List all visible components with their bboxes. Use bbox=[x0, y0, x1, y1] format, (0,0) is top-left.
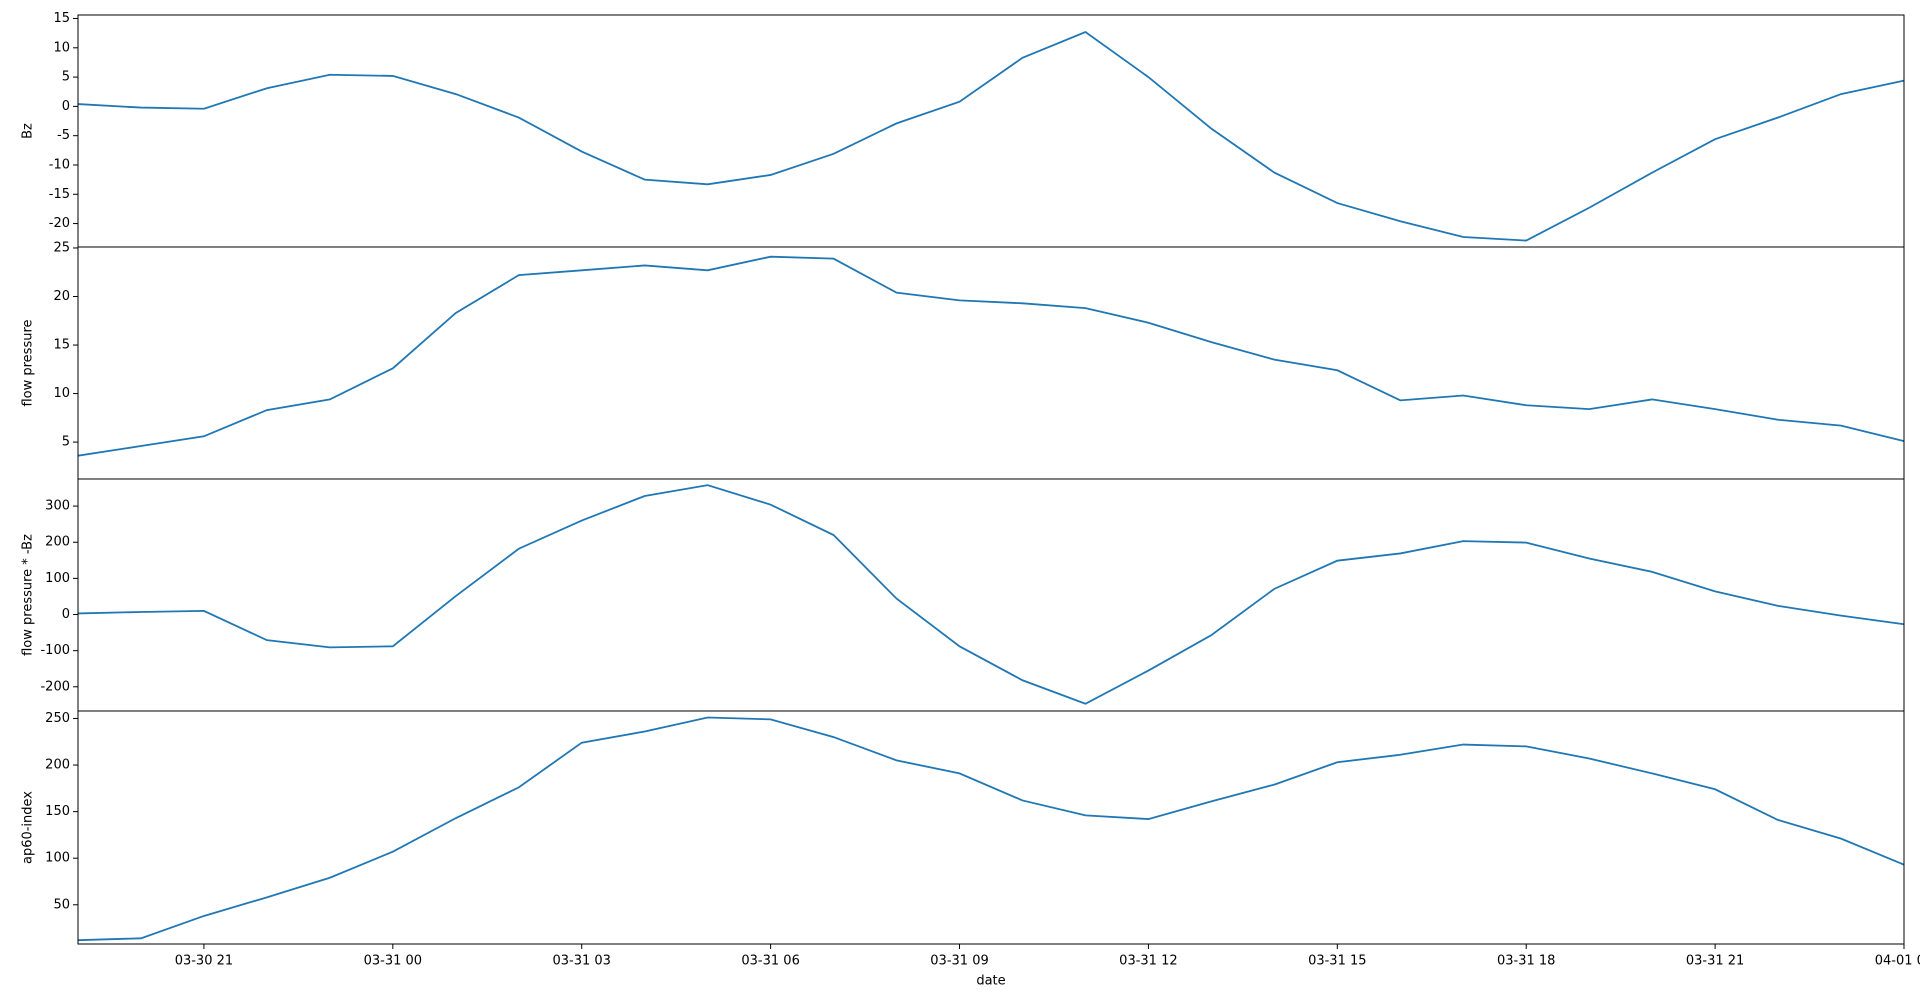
y-tick-label: 25 bbox=[53, 240, 70, 255]
x-tick-label: 04-01 00 bbox=[1875, 954, 1920, 969]
y-tick-label: -20 bbox=[49, 216, 70, 231]
y-tick-label: 20 bbox=[53, 289, 70, 304]
x-tick-label: 03-31 12 bbox=[1119, 954, 1177, 969]
x-tick-label: 03-30 21 bbox=[175, 954, 233, 969]
y-tick-label: 10 bbox=[53, 386, 70, 401]
data-line bbox=[77, 30, 1905, 242]
y-tick-label: 250 bbox=[45, 711, 70, 726]
y-tick-label: 0 bbox=[62, 607, 70, 622]
y-axis-label: flow pressure bbox=[21, 319, 36, 406]
data-line bbox=[77, 484, 1905, 705]
y-tick-label: 5 bbox=[62, 70, 70, 85]
y-axis-label: ap60-index bbox=[21, 791, 36, 864]
y-tick-label: 15 bbox=[53, 338, 70, 353]
y-tick-label: 100 bbox=[45, 571, 70, 586]
x-tick-label: 03-31 09 bbox=[930, 954, 988, 969]
x-axis-label: date bbox=[976, 974, 1005, 989]
y-tick-label: 100 bbox=[45, 851, 70, 866]
y-tick-label: 0 bbox=[62, 99, 70, 114]
y-tick-label: 150 bbox=[45, 804, 70, 819]
plot-frame bbox=[77, 710, 1905, 945]
y-tick-label: 5 bbox=[62, 435, 70, 450]
y-tick-label: -10 bbox=[49, 157, 70, 172]
plot-frame bbox=[77, 14, 1905, 248]
x-tick-label: 03-31 06 bbox=[741, 954, 799, 969]
x-tick-label: 03-31 21 bbox=[1686, 954, 1744, 969]
x-tick-label: 03-31 03 bbox=[552, 954, 610, 969]
y-axis-label: Bz bbox=[21, 123, 36, 139]
plot-frame bbox=[77, 246, 1905, 480]
y-tick-label: -100 bbox=[40, 643, 70, 658]
x-tick-label: 03-31 18 bbox=[1497, 954, 1555, 969]
y-tick-label: 50 bbox=[53, 897, 70, 912]
x-tick-label: 03-31 00 bbox=[364, 954, 422, 969]
y-tick-label: 200 bbox=[45, 535, 70, 550]
data-line bbox=[77, 716, 1905, 942]
y-tick-label: -15 bbox=[49, 187, 70, 202]
y-tick-label: -200 bbox=[40, 679, 70, 694]
data-line bbox=[77, 255, 1905, 457]
y-tick-label: 15 bbox=[53, 11, 70, 26]
y-tick-label: 300 bbox=[45, 499, 70, 514]
y-tick-label: 10 bbox=[53, 40, 70, 55]
y-axis-label: flow pressure * -Bz bbox=[21, 534, 36, 656]
plot-frame bbox=[77, 478, 1905, 712]
x-tick-label: 03-31 15 bbox=[1308, 954, 1366, 969]
y-tick-label: -5 bbox=[57, 128, 70, 143]
y-tick-label: 200 bbox=[45, 758, 70, 773]
